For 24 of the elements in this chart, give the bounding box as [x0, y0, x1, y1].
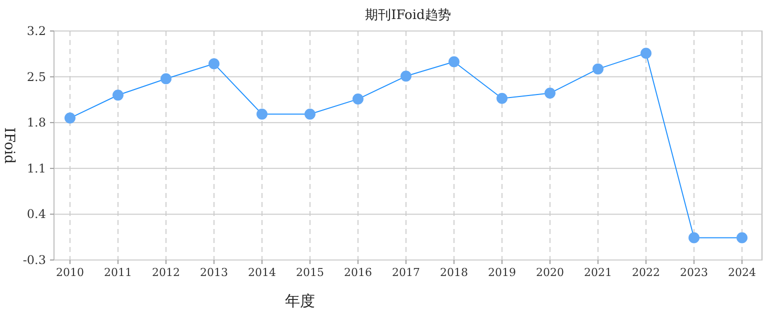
- x-tick-label: 2017: [392, 266, 420, 279]
- y-tick-label: 3.2: [26, 24, 46, 38]
- x-tick-label: 2015: [296, 266, 324, 279]
- y-tick-label: 0.4: [26, 207, 46, 222]
- x-tick-label: 2024: [728, 266, 756, 279]
- y-tick-label: 2.5: [26, 70, 46, 84]
- y-tick-label: -0.3: [22, 253, 46, 267]
- x-tick-label: 2011: [104, 266, 132, 279]
- x-axis-title: 年度: [285, 292, 315, 310]
- x-tick-label: 2020: [536, 266, 564, 279]
- x-tick-label: 2012: [152, 266, 180, 279]
- y-axis-title: IFoid: [1, 127, 17, 164]
- y-tick-label: 1.1: [26, 161, 46, 176]
- x-tick-label: 2014: [248, 266, 276, 279]
- y-tick-label: 1.8: [26, 116, 46, 130]
- x-tick-label: 2018: [440, 266, 468, 279]
- x-tick-label: 2021: [584, 266, 612, 279]
- chart-title: 期刊IFoid趋势: [365, 8, 451, 23]
- x-tick-label: 2022: [632, 266, 660, 279]
- x-tick-label: 2016: [344, 266, 372, 279]
- x-tick-label: 2010: [56, 266, 84, 279]
- x-tick-label: 2023: [680, 266, 708, 279]
- x-tick-label: 2013: [200, 266, 228, 279]
- x-tick-label: 2019: [488, 266, 516, 279]
